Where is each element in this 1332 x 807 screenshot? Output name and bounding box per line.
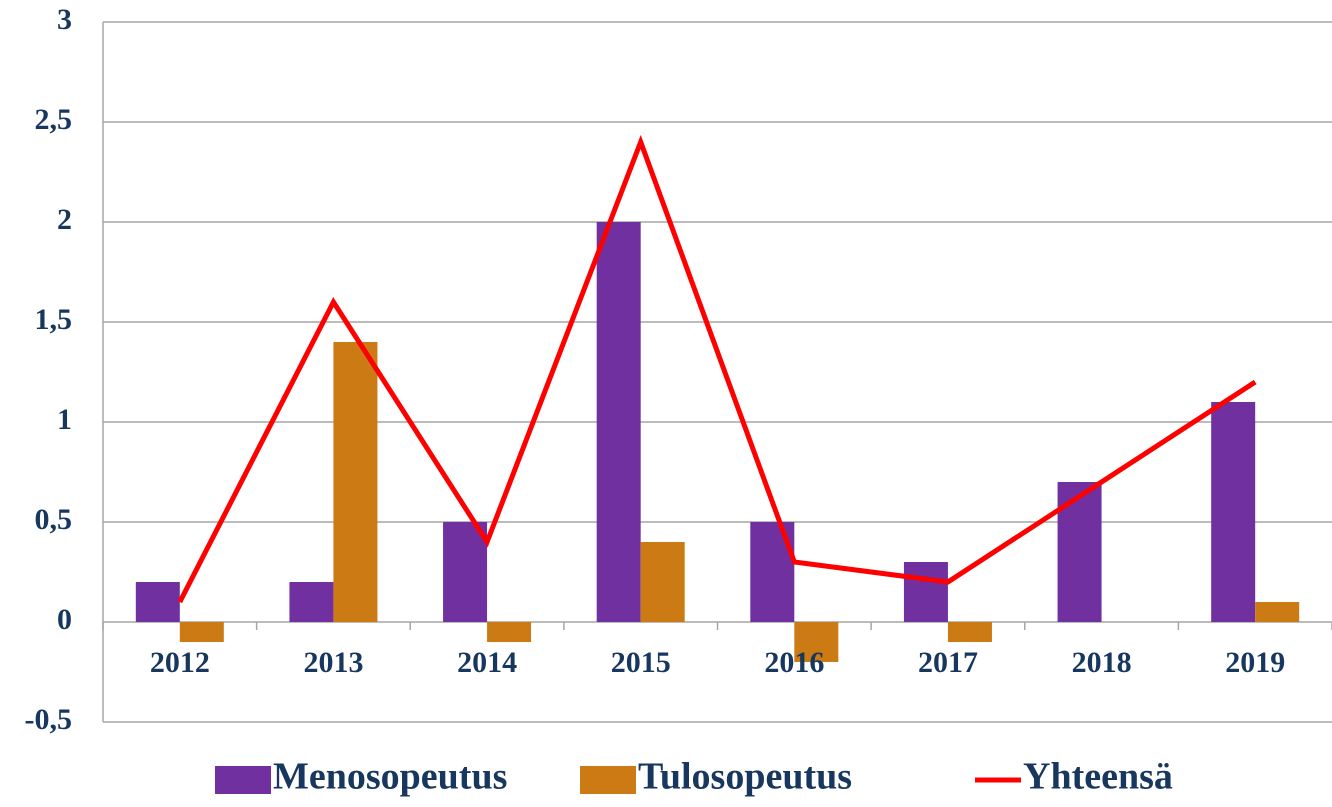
legend-label: Yhteensä	[1023, 756, 1173, 798]
bar	[443, 522, 488, 622]
bar	[794, 622, 839, 662]
y-tick-label: 1,5	[35, 303, 73, 336]
legend-swatch	[580, 766, 636, 794]
bar	[179, 622, 224, 642]
y-tick-label: 0	[57, 603, 72, 636]
bar	[1255, 602, 1300, 622]
bar	[596, 222, 641, 622]
bar	[640, 542, 685, 622]
x-tick-label: 2019	[1225, 646, 1285, 679]
legend-swatch	[215, 766, 271, 794]
y-tick-label: 1	[57, 403, 72, 436]
bar	[333, 342, 378, 622]
x-tick-label: 2017	[918, 646, 978, 679]
y-tick-label: 3	[57, 3, 72, 36]
legend-label: Menosopeutus	[273, 756, 507, 798]
bar	[289, 582, 334, 622]
x-tick-label: 2015	[611, 646, 671, 679]
y-tick-label: 2,5	[35, 103, 73, 136]
x-tick-label: 2013	[303, 646, 363, 679]
bar	[135, 582, 180, 622]
bar	[947, 622, 992, 642]
bar	[903, 562, 948, 622]
x-tick-label: 2018	[1072, 646, 1132, 679]
bar	[1211, 402, 1256, 622]
x-tick-label: 2016	[764, 646, 824, 679]
y-tick-label: 2	[57, 203, 72, 236]
line	[177, 134, 1257, 604]
bar	[1057, 482, 1102, 622]
x-tick-label: 2014	[457, 646, 517, 679]
y-tick-label: -0,5	[25, 703, 73, 736]
bar	[487, 622, 532, 642]
legend-label: Tulosopeutus	[638, 756, 852, 798]
x-tick-label: 2012	[150, 646, 210, 679]
y-tick-label: 0,5	[35, 503, 73, 536]
